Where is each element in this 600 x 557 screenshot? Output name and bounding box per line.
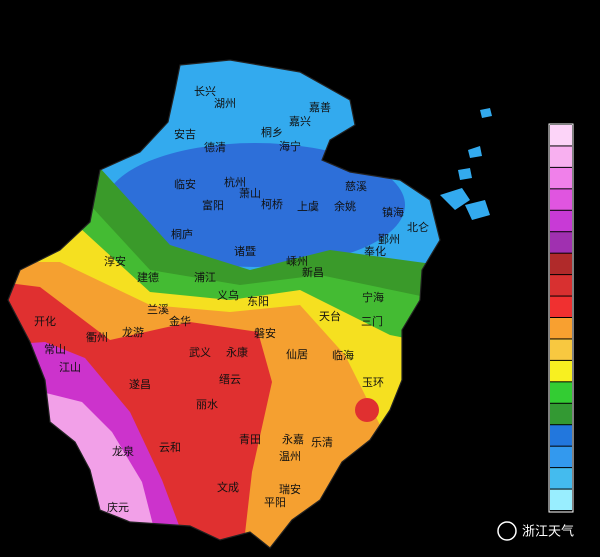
city-label: 义乌 <box>217 288 239 302</box>
city-label: 嵊州 <box>286 255 308 268</box>
legend-swatch <box>550 339 572 360</box>
city-label: 龙泉 <box>112 444 134 458</box>
city-label: 柯桥 <box>261 198 283 211</box>
city-label: 云和 <box>159 441 181 454</box>
city-label: 长兴 <box>194 85 216 98</box>
city-label: 嘉兴 <box>289 114 311 128</box>
city-label: 湖州 <box>214 97 236 110</box>
city-label: 桐庐 <box>171 227 193 241</box>
city-label: 三门 <box>361 314 383 328</box>
temperature-fill <box>8 60 440 548</box>
city-label: 玉环 <box>362 376 384 389</box>
legend-swatch <box>550 425 572 446</box>
city-label: 永康 <box>226 345 248 359</box>
city-label: 遂昌 <box>129 377 151 391</box>
islands <box>440 108 492 220</box>
city-label: 海宁 <box>279 139 301 153</box>
legend-frame <box>548 123 574 513</box>
city-label: 平阳 <box>264 496 286 509</box>
city-label: 庆元 <box>107 500 129 514</box>
city-label: 上虞 <box>297 199 319 213</box>
city-label: 东阳 <box>247 295 269 308</box>
city-label: 诸暨 <box>234 245 256 258</box>
city-label: 常山 <box>44 343 66 356</box>
city-label: 镇海 <box>382 205 404 219</box>
city-label: 宁海 <box>362 290 384 304</box>
city-label: 慈溪 <box>345 179 367 193</box>
legend-swatch <box>550 446 572 468</box>
legend-swatch <box>550 360 572 382</box>
legend-swatch <box>550 189 572 210</box>
city-label: 桐乡 <box>261 125 283 139</box>
city-label: 淳安 <box>104 254 126 268</box>
legend-swatch <box>550 253 572 275</box>
legend-swatch <box>550 275 572 296</box>
city-label: 临海 <box>332 348 354 362</box>
legend-swatch <box>550 167 572 189</box>
city-label: 兰溪 <box>147 303 169 316</box>
legend-swatch <box>550 296 572 317</box>
legend-swatch <box>550 382 572 403</box>
city-label: 天台 <box>319 309 341 323</box>
city-label: 文成 <box>217 480 239 494</box>
city-label: 龙游 <box>122 326 144 339</box>
city-label: 青田 <box>239 433 261 446</box>
city-label: 浦江 <box>194 271 216 284</box>
legend-swatch <box>550 468 572 489</box>
legend-swatch <box>550 489 572 510</box>
city-label: 萧山 <box>239 187 261 200</box>
city-label: 鄞州 <box>378 233 400 246</box>
city-label: 武义 <box>189 346 211 359</box>
legend-swatch <box>550 146 572 167</box>
city-label: 永嘉 <box>282 432 304 446</box>
city-label: 瑞安 <box>279 482 301 496</box>
city-label: 北仑 <box>407 220 429 234</box>
city-label: 缙云 <box>219 372 241 386</box>
watermark: 浙江天气 <box>522 524 574 540</box>
city-label: 开化 <box>34 314 56 328</box>
city-label: 临安 <box>174 177 196 191</box>
city-label: 仙居 <box>286 348 308 361</box>
city-label: 安吉 <box>174 127 196 141</box>
city-label: 金华 <box>169 314 191 328</box>
city-label: 衢州 <box>86 331 108 344</box>
city-label: 奉化 <box>364 244 386 258</box>
legend-swatch <box>550 232 572 253</box>
city-label: 富阳 <box>202 198 224 212</box>
city-label: 温州 <box>279 450 301 463</box>
legend-swatch <box>550 318 572 339</box>
city-label: 江山 <box>59 361 81 374</box>
legend <box>550 125 572 510</box>
legend-swatch <box>550 403 572 425</box>
city-label: 丽水 <box>196 398 218 411</box>
city-label: 乐清 <box>311 436 333 449</box>
city-label: 建德 <box>137 270 159 284</box>
province-outline <box>7 59 441 549</box>
city-label: 新昌 <box>302 265 324 279</box>
city-label: 嘉善 <box>309 100 331 114</box>
city-label: 余姚 <box>334 199 356 213</box>
legend-swatch <box>550 210 572 232</box>
city-label: 磐安 <box>254 326 276 340</box>
city-label: 德清 <box>204 140 226 154</box>
legend-swatch <box>550 125 572 146</box>
city-label: 杭州 <box>224 175 246 189</box>
watermark-icon <box>497 521 517 541</box>
